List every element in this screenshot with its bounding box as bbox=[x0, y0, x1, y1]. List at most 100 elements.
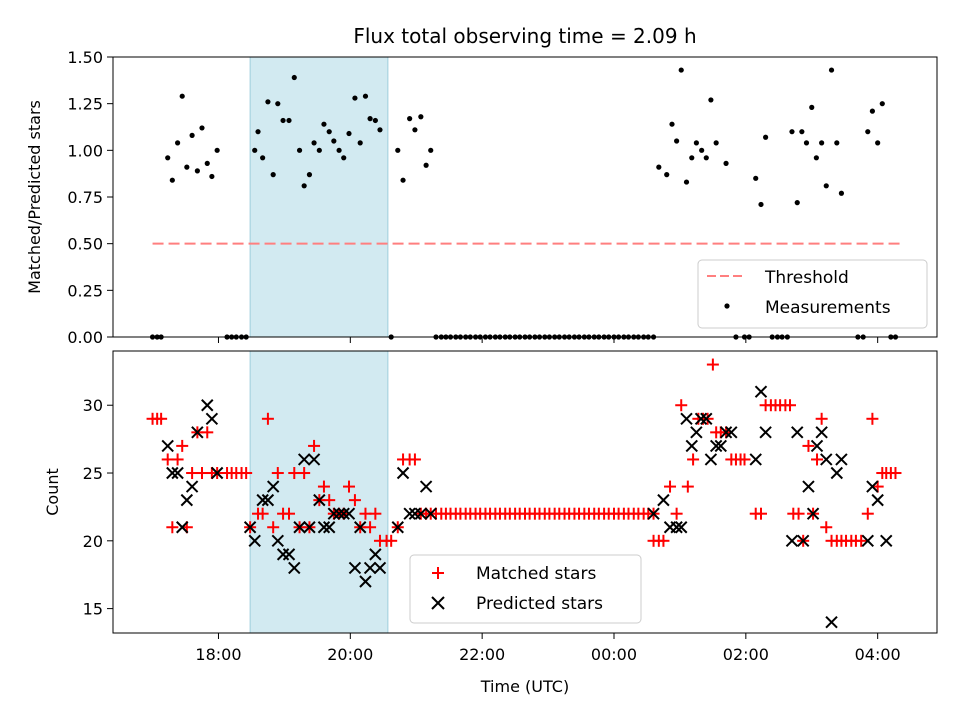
top-legend: Threshold Measurements bbox=[697, 259, 928, 329]
measurement-point bbox=[703, 155, 709, 161]
measurement-point bbox=[189, 132, 195, 138]
predicted-star-marker bbox=[313, 493, 326, 507]
predicted-star-marker bbox=[694, 412, 708, 425]
predicted-star-marker bbox=[670, 521, 683, 534]
measurement-point bbox=[326, 129, 332, 135]
measurement-point bbox=[321, 121, 327, 127]
y-tick-label: 0.50 bbox=[67, 235, 103, 254]
measurement-point bbox=[865, 129, 871, 135]
x-tick-label: 04:00 bbox=[855, 645, 901, 664]
y-tick-label: 1.50 bbox=[67, 48, 103, 67]
measurement-point bbox=[869, 108, 875, 114]
measurement-point bbox=[838, 190, 845, 196]
measurement-point bbox=[179, 93, 185, 99]
predicted-star-marker bbox=[806, 507, 820, 520]
measurement-point bbox=[708, 97, 714, 103]
predicted-star-marker bbox=[373, 561, 387, 575]
legend-threshold-label: Threshold bbox=[764, 268, 849, 288]
legend-matched-swatch bbox=[432, 567, 444, 579]
predicted-star-marker bbox=[704, 453, 718, 466]
top-y-axis-label: Matched/Predicted stars bbox=[25, 100, 44, 294]
predicted-star-marker bbox=[802, 480, 815, 493]
measurement-point bbox=[214, 147, 220, 153]
matched-star-marker bbox=[176, 439, 189, 452]
measurement-point bbox=[296, 147, 303, 153]
bottom-legend: Matched stars Predicted stars bbox=[409, 554, 642, 624]
predicted-star-marker bbox=[424, 507, 437, 520]
matched-star-marker bbox=[271, 467, 284, 480]
measurement-point bbox=[799, 129, 805, 135]
predicted-star-marker bbox=[171, 466, 184, 480]
measurement-point bbox=[209, 173, 215, 180]
predicted-star-marker bbox=[297, 453, 311, 466]
predicted-star-marker bbox=[749, 453, 762, 466]
matched-star-marker bbox=[171, 453, 184, 466]
predicted-star-marker bbox=[288, 561, 301, 575]
predicted-star-marker bbox=[880, 534, 893, 548]
matched-star-marker bbox=[323, 494, 336, 507]
predicted-star-marker bbox=[369, 548, 382, 561]
predicted-star-marker bbox=[810, 439, 824, 453]
measurement-point bbox=[678, 67, 684, 73]
measurement-point bbox=[669, 121, 675, 127]
measurement-point bbox=[357, 140, 363, 146]
measurement-point bbox=[879, 101, 885, 107]
matched-star-marker bbox=[889, 467, 902, 480]
x-axis-label: Time (UTC) bbox=[480, 677, 569, 696]
predicted-star-marker bbox=[871, 493, 884, 507]
predicted-star-marker bbox=[796, 534, 810, 548]
y-tick-label: 1.00 bbox=[67, 141, 103, 160]
matched-star-marker bbox=[783, 399, 796, 412]
measurement-point bbox=[763, 134, 769, 140]
measurement-point bbox=[286, 117, 292, 124]
predicted-star-marker bbox=[714, 439, 727, 453]
measurement-point bbox=[260, 155, 266, 161]
measurement-point bbox=[169, 177, 175, 183]
x-tick-label: 00:00 bbox=[591, 645, 637, 664]
measurement-point bbox=[809, 104, 815, 110]
matched-star-marker bbox=[811, 453, 824, 466]
predicted-star-marker bbox=[210, 466, 224, 480]
predicted-star-marker bbox=[414, 507, 428, 520]
measurement-point bbox=[819, 140, 825, 146]
predicted-star-marker bbox=[861, 534, 874, 548]
measurement-point bbox=[265, 99, 271, 105]
measurement-point bbox=[165, 155, 171, 161]
matched-star-marker bbox=[408, 453, 421, 466]
predicted-star-marker bbox=[825, 615, 838, 629]
measurement-point bbox=[377, 127, 383, 133]
measurement-point bbox=[306, 172, 313, 178]
measurement-point bbox=[674, 138, 680, 144]
predicted-star-marker bbox=[261, 493, 275, 507]
predicted-star-marker bbox=[359, 575, 372, 588]
bottom-x-axis: 18:00 20:00 22:00 00:00 02:00 04:00 bbox=[195, 633, 901, 664]
measurement-point bbox=[713, 140, 719, 146]
matched-star-marker bbox=[861, 507, 874, 520]
measurement-point bbox=[400, 177, 406, 183]
measurement-point bbox=[803, 140, 810, 146]
measurement-point bbox=[291, 74, 297, 81]
measurement-point bbox=[693, 140, 699, 146]
predicted-star-marker bbox=[719, 426, 733, 439]
x-tick-label: 02:00 bbox=[723, 645, 769, 664]
matched-star-marker bbox=[792, 507, 805, 520]
measurement-point bbox=[789, 129, 795, 135]
matched-star-marker bbox=[155, 412, 168, 425]
predicted-star-marker bbox=[820, 453, 833, 466]
predicted-star-marker bbox=[243, 521, 257, 534]
matched-star-marker bbox=[256, 507, 269, 520]
measurement-point bbox=[412, 127, 418, 133]
matched-star-marker bbox=[815, 412, 828, 425]
matched-star-marker bbox=[283, 507, 296, 520]
predicted-star-marker bbox=[271, 534, 285, 548]
predicted-star-marker bbox=[785, 534, 799, 548]
top-legend-box bbox=[697, 259, 928, 329]
predicted-star-marker bbox=[348, 561, 362, 575]
predicted-star-marker bbox=[166, 466, 179, 480]
predicted-star-marker bbox=[835, 453, 848, 466]
measurement-point bbox=[395, 147, 401, 153]
top-x-ticks bbox=[217, 337, 879, 343]
predicted-star-marker bbox=[161, 439, 174, 453]
